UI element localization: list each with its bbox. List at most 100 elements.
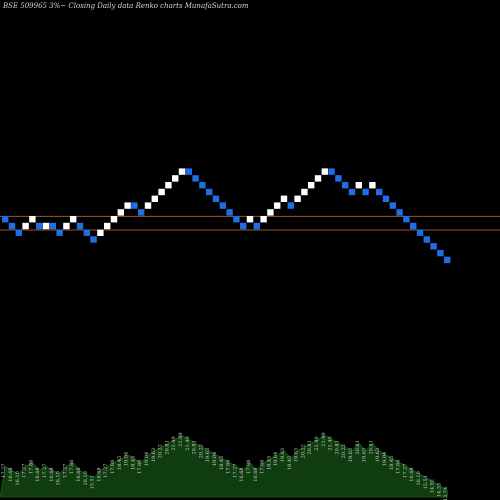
close-label: 16.68 xyxy=(49,467,55,481)
renko-brick xyxy=(314,175,322,182)
close-label: 15.51 xyxy=(423,475,429,489)
renko-brick xyxy=(117,209,124,216)
close-label: 17.86 xyxy=(396,460,402,474)
renko-brick xyxy=(396,209,403,216)
close-label: 17.27 xyxy=(232,464,238,478)
close-label: 17.86 xyxy=(110,460,116,474)
close-label: 21.40 xyxy=(171,436,177,450)
close-label: 18.45 xyxy=(389,456,395,470)
close-label: 20.22 xyxy=(198,444,204,458)
close-label: 18.45 xyxy=(117,456,123,470)
price-area xyxy=(0,434,448,498)
renko-brick xyxy=(158,188,165,196)
close-label: 20.81 xyxy=(368,440,374,454)
close-label: 16.10 xyxy=(15,471,21,485)
renko-brick xyxy=(287,202,294,209)
close-label: 16.68 xyxy=(8,467,14,481)
renko-brick xyxy=(185,168,192,175)
renko-brick xyxy=(56,229,63,236)
renko-brick xyxy=(124,202,131,209)
renko-brick xyxy=(423,236,430,243)
renko-brick xyxy=(63,222,70,230)
close-label: 21.40 xyxy=(185,436,191,450)
chart-title: BSE 509965 3%~ Closing Daily data Renko … xyxy=(3,2,249,10)
close-label: 17.86 xyxy=(260,460,266,474)
close-label: 21.99 xyxy=(321,432,327,446)
renko-brick xyxy=(444,256,451,264)
close-label: 20.81 xyxy=(307,440,313,454)
close-label: 16.68 xyxy=(239,467,245,481)
close-label: 21.99 xyxy=(178,432,184,446)
close-label: 19.63 xyxy=(375,448,381,462)
renko-brick xyxy=(321,168,328,175)
renko-brick xyxy=(15,229,22,236)
close-label: 18.45 xyxy=(287,456,293,470)
renko-brick xyxy=(403,216,410,223)
close-label: 17.27 xyxy=(62,464,68,478)
close-label: 19.63 xyxy=(294,448,300,462)
close-label: 19.63 xyxy=(151,448,157,462)
renko-brick xyxy=(301,188,308,196)
close-label: 16.68 xyxy=(35,467,41,481)
renko-brick xyxy=(274,202,281,209)
renko-brick xyxy=(29,216,36,223)
renko-brick xyxy=(280,195,288,202)
close-label: 19.63 xyxy=(348,448,354,462)
renko-brick xyxy=(22,222,29,230)
renko-brick xyxy=(260,216,267,223)
close-label: 16.68 xyxy=(409,467,415,481)
close-label: 17.27 xyxy=(1,464,7,478)
close-label: 20.81 xyxy=(192,440,198,454)
renko-brick xyxy=(110,216,118,223)
renko-brick xyxy=(328,168,335,175)
close-label: 16.10 xyxy=(83,471,89,485)
close-label: 20.81 xyxy=(355,440,361,454)
renko-brick xyxy=(308,182,315,189)
close-label: 18.45 xyxy=(219,456,225,470)
renko-brick xyxy=(144,202,152,209)
close-label: 19.04 xyxy=(273,452,279,466)
close-label: 17.27 xyxy=(22,464,28,478)
close-label: 17.27 xyxy=(402,464,408,478)
renko-brick xyxy=(2,216,9,223)
renko-brick xyxy=(206,188,213,196)
close-label: 17.86 xyxy=(28,460,34,474)
renko-brick xyxy=(151,195,158,202)
renko-brick xyxy=(294,195,301,202)
renko-brick xyxy=(42,222,50,230)
renko-brick xyxy=(410,222,417,230)
close-label: 16.68 xyxy=(253,467,259,481)
renko-brick xyxy=(36,222,43,230)
renko-brick xyxy=(219,202,226,209)
close-label: 19.63 xyxy=(205,448,211,462)
close-label: 20.22 xyxy=(158,444,164,458)
renko-brick xyxy=(138,209,145,216)
renko-brick xyxy=(178,168,186,175)
renko-brick xyxy=(240,222,247,230)
close-label: 16.68 xyxy=(76,467,82,481)
close-label: 19.63 xyxy=(280,448,286,462)
renko-brick xyxy=(389,202,396,209)
close-label: 16.10 xyxy=(56,471,62,485)
renko-brick xyxy=(70,216,77,223)
close-label: 17.86 xyxy=(69,460,75,474)
renko-brick xyxy=(90,236,97,243)
close-label: 21.40 xyxy=(328,436,334,450)
close-label: 19.04 xyxy=(382,452,388,466)
renko-brick xyxy=(97,229,104,236)
renko-brick xyxy=(246,216,254,223)
close-label: 18.45 xyxy=(266,456,272,470)
close-label: 16.68 xyxy=(96,467,102,481)
close-label: 20.81 xyxy=(334,440,340,454)
renko-brick xyxy=(382,195,390,202)
close-label: 13.74 xyxy=(443,487,449,500)
close-label: 19.04 xyxy=(144,452,150,466)
renko-brick xyxy=(348,188,356,196)
close-label: 17.27 xyxy=(42,464,48,478)
renko-brick xyxy=(267,209,274,216)
renko-brick xyxy=(342,182,349,189)
renko-brick xyxy=(355,182,362,189)
close-label: 17.86 xyxy=(226,460,232,474)
renko-brick xyxy=(104,222,111,230)
